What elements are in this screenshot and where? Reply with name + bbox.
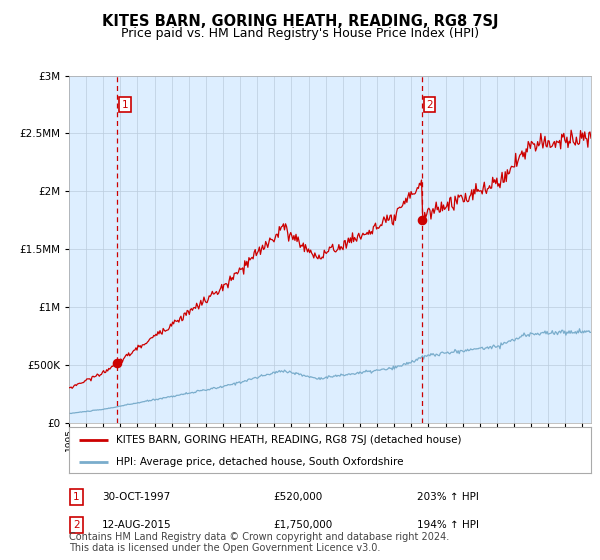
- Text: £1,750,000: £1,750,000: [273, 520, 332, 530]
- Text: 2: 2: [73, 520, 80, 530]
- Text: 1: 1: [73, 492, 80, 502]
- Text: 2: 2: [426, 100, 433, 110]
- Text: 30-OCT-1997: 30-OCT-1997: [102, 492, 170, 502]
- Point: [113, 358, 122, 367]
- Text: £520,000: £520,000: [273, 492, 322, 502]
- Text: Contains HM Land Registry data © Crown copyright and database right 2024.
This d: Contains HM Land Registry data © Crown c…: [69, 531, 449, 553]
- Text: 1: 1: [122, 100, 128, 110]
- Text: 194% ↑ HPI: 194% ↑ HPI: [417, 520, 479, 530]
- Text: KITES BARN, GORING HEATH, READING, RG8 7SJ (detached house): KITES BARN, GORING HEATH, READING, RG8 7…: [116, 435, 461, 445]
- Text: KITES BARN, GORING HEATH, READING, RG8 7SJ: KITES BARN, GORING HEATH, READING, RG8 7…: [102, 14, 498, 29]
- Text: HPI: Average price, detached house, South Oxfordshire: HPI: Average price, detached house, Sout…: [116, 457, 403, 466]
- Text: Price paid vs. HM Land Registry's House Price Index (HPI): Price paid vs. HM Land Registry's House …: [121, 27, 479, 40]
- Text: 12-AUG-2015: 12-AUG-2015: [102, 520, 172, 530]
- Point: [417, 216, 427, 225]
- Text: 203% ↑ HPI: 203% ↑ HPI: [417, 492, 479, 502]
